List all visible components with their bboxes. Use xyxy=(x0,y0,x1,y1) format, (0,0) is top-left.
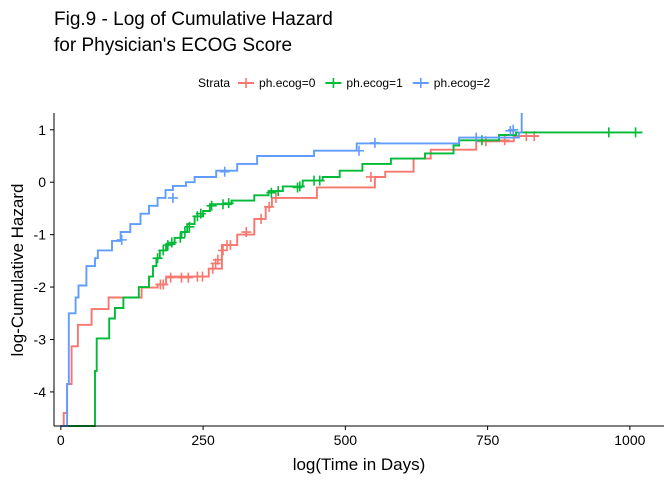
legend-key-mark xyxy=(328,78,339,88)
x-axis-title: log(Time in Days) xyxy=(293,455,426,474)
y-tick-label: -3 xyxy=(34,331,47,347)
censor-mark xyxy=(152,253,163,264)
censor-mark xyxy=(158,279,169,290)
censor-mark xyxy=(471,132,482,143)
chart-title-line-1: Fig.9 - Log of Cumulative Hazard xyxy=(54,9,333,30)
legend-key-mark xyxy=(241,78,252,88)
x-tick-label: 500 xyxy=(334,432,358,448)
censor-mark xyxy=(158,245,169,256)
censor-mark xyxy=(179,227,190,238)
censor-mark xyxy=(195,208,206,219)
x-tick-label: 1000 xyxy=(614,432,645,448)
censor-mark xyxy=(175,232,186,243)
series-ph.ecog=1 xyxy=(60,127,643,427)
series-ph.ecog=2 xyxy=(60,113,523,427)
censor-mark xyxy=(630,127,641,138)
series-line-2 xyxy=(60,113,523,427)
censor-mark xyxy=(294,181,305,192)
y-tick-label: 1 xyxy=(38,122,46,138)
y-tick-label: -4 xyxy=(34,384,47,400)
series-line-0 xyxy=(60,135,539,427)
censor-mark xyxy=(365,171,376,182)
censor-mark xyxy=(166,237,177,248)
censor-mark xyxy=(165,272,176,283)
censor-mark xyxy=(197,271,208,282)
censor-mark xyxy=(167,192,178,203)
chart-title-line-2: for Physician's ECOG Score xyxy=(54,35,292,56)
censor-mark xyxy=(266,187,277,198)
legend-item: ph.ecog=2 xyxy=(412,76,491,90)
censor-mark xyxy=(212,254,223,265)
chart-title: Fig.9 - Log of Cumulative Hazard for Phy… xyxy=(54,9,333,56)
censor-mark xyxy=(270,192,281,203)
censor-mark xyxy=(206,200,217,211)
y-tick-label: 0 xyxy=(38,174,46,190)
legend-item: ph.ecog=1 xyxy=(325,76,403,90)
censor-mark xyxy=(508,124,519,135)
y-tick-label: -1 xyxy=(34,227,47,243)
censor-mark xyxy=(273,186,284,197)
censor-mark xyxy=(241,227,252,238)
legend-label: ph.ecog=2 xyxy=(434,76,491,90)
censor-mark xyxy=(223,198,234,209)
censor-mark xyxy=(218,245,229,256)
x-tick-label: 750 xyxy=(476,432,500,448)
legend-item: ph.ecog=0 xyxy=(238,76,316,90)
y-axis-title: log-Cumulative Hazard xyxy=(8,184,27,357)
censor-mark xyxy=(292,182,303,193)
series-line-1 xyxy=(60,131,643,427)
censor-mark xyxy=(219,166,230,177)
y-tick-label: -2 xyxy=(34,279,47,295)
censor-mark xyxy=(116,234,127,245)
series-ph.ecog=0 xyxy=(60,131,540,427)
censor-mark xyxy=(354,145,364,156)
y-axis-ticks: -4 -3 -2 -1 0 1 xyxy=(34,122,54,400)
plot-area xyxy=(60,113,643,427)
censor-mark xyxy=(183,272,194,283)
censor-mark xyxy=(264,201,275,212)
censor-mark xyxy=(256,213,267,224)
censor-mark xyxy=(225,240,236,251)
x-tick-label: 0 xyxy=(57,432,65,448)
legend-key-mark xyxy=(415,78,426,88)
x-tick-label: 250 xyxy=(191,432,215,448)
censor-mark xyxy=(184,221,195,232)
x-axis-ticks: 0 250 500 750 1000 xyxy=(57,426,646,448)
legend-title: Strata xyxy=(198,76,230,90)
censor-mark xyxy=(369,137,380,148)
censor-mark xyxy=(603,127,614,138)
legend-label: ph.ecog=1 xyxy=(346,76,403,90)
legend: Strata ph.ecog=0 ph.ecog=1 ph.ecog=2 xyxy=(198,76,491,90)
censor-mark xyxy=(314,175,325,186)
censor-mark xyxy=(218,199,229,210)
censor-mark xyxy=(207,263,218,274)
legend-label: ph.ecog=0 xyxy=(259,76,316,90)
